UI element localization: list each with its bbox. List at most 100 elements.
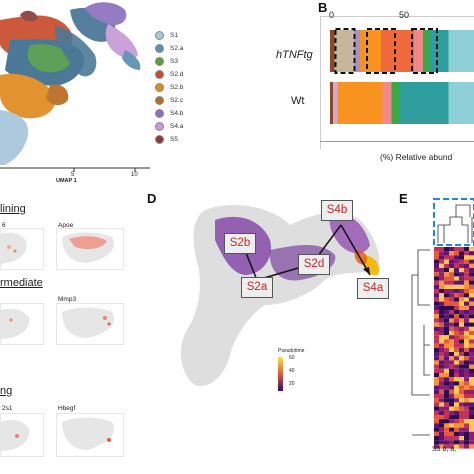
- heatmap-cell: [469, 402, 474, 407]
- heatmap-cell: [434, 410, 439, 415]
- heatmap-cell: [469, 368, 474, 373]
- heatmap-cell: [469, 356, 474, 361]
- bar-segment: [360, 30, 381, 72]
- heatmap-cell: [449, 331, 454, 336]
- heatmap-cell: [444, 352, 449, 357]
- heatmap-cell: [459, 259, 464, 264]
- heatmap-cell: [449, 398, 454, 403]
- trajectory-node-s4b: S4b: [321, 200, 353, 221]
- heatmap-cell: [459, 415, 464, 420]
- heatmap-cell: [469, 373, 474, 378]
- heatmap-cell: [434, 289, 439, 294]
- heatmap-cell: [454, 259, 459, 264]
- heatmap-cell: [444, 360, 449, 365]
- heatmap-cell: [434, 326, 439, 331]
- trajectory-node-s4a: S4a: [357, 278, 389, 299]
- legend-item: S3: [155, 56, 178, 66]
- heatmap-cell: [459, 251, 464, 256]
- heatmap-cell: [439, 289, 444, 294]
- heatmap-cell: [454, 410, 459, 415]
- heatmap-cell: [444, 272, 449, 277]
- heatmap-cell: [444, 385, 449, 390]
- heatmap-cell: [449, 284, 454, 289]
- panel-e-letter: E: [399, 191, 408, 206]
- heatmap-cell: [434, 251, 439, 256]
- heatmap-cell: [454, 431, 459, 436]
- heatmap-cell: [449, 381, 454, 386]
- legend-dot: [155, 69, 164, 79]
- gene-label: 6: [2, 222, 6, 229]
- heatmap-cell: [464, 436, 469, 441]
- heatmap-cell: [464, 398, 469, 403]
- legend-dot: [155, 43, 164, 53]
- heatmap-cell: [469, 259, 474, 264]
- heatmap-cell: [439, 402, 444, 407]
- heatmap-cell: [459, 339, 464, 344]
- heatmap-footer-text: S3 b, a,: [432, 446, 457, 453]
- heatmap-cell: [459, 255, 464, 260]
- heatmap-cell: [434, 415, 439, 420]
- heatmap-cell: [434, 276, 439, 281]
- heatmap-cell: [434, 310, 439, 315]
- heatmap-cell: [459, 310, 464, 315]
- heatmap-cell: [469, 251, 474, 256]
- heatmap-cell: [469, 343, 474, 348]
- heatmap-cell: [434, 360, 439, 365]
- heatmap-cell: [469, 314, 474, 319]
- heatmap-cell: [439, 406, 444, 411]
- heatmap-cell: [459, 293, 464, 298]
- heatmap-cell: [469, 297, 474, 302]
- heatmap-cell: [434, 419, 439, 424]
- heatmap-cell: [439, 410, 444, 415]
- heatmap-cell: [464, 326, 469, 331]
- heatmap-cell: [449, 436, 454, 441]
- heatmap-cell: [464, 394, 469, 399]
- heatmap-cell: [454, 373, 459, 378]
- heatmap-cell: [459, 289, 464, 294]
- bar-segment: [429, 30, 449, 72]
- heatmap-cell: [459, 301, 464, 306]
- highlight-box: [334, 28, 356, 74]
- heatmap-cell: [464, 402, 469, 407]
- heatmap-cell: [449, 289, 454, 294]
- heatmap-cell: [454, 293, 459, 298]
- heatmap-cell: [469, 360, 474, 365]
- heatmap-cell: [464, 263, 469, 268]
- heatmap-cell: [449, 318, 454, 323]
- heatmap-cell: [439, 415, 444, 420]
- heatmap-cell: [464, 301, 469, 306]
- heatmap-cell: [454, 343, 459, 348]
- feature-plot: [0, 228, 44, 270]
- heatmap-cell: [434, 356, 439, 361]
- heatmap-cell: [469, 398, 474, 403]
- heatmap-cell: [454, 436, 459, 441]
- heatmap-cell: [454, 339, 459, 344]
- heatmap-cell: [464, 268, 469, 273]
- heatmap-cell: [459, 247, 464, 252]
- heatmap-cell: [454, 310, 459, 315]
- heatmap-cell: [454, 389, 459, 394]
- heatmap-cell: [449, 301, 454, 306]
- heatmap-cell: [444, 284, 449, 289]
- heatmap-cell: [434, 389, 439, 394]
- heatmap-cell: [434, 335, 439, 340]
- heatmap-cell: [434, 431, 439, 436]
- heatmap-cell: [454, 398, 459, 403]
- heatmap-cell: [434, 305, 439, 310]
- heatmap-cell: [439, 356, 444, 361]
- dendrogram-left: [411, 249, 430, 436]
- heatmap-cell: [444, 251, 449, 256]
- heatmap-cell: [454, 272, 459, 277]
- heatmap-cell: [449, 280, 454, 285]
- heatmap: [411, 198, 474, 449]
- heatmap-cell: [469, 440, 474, 445]
- heatmap-cell: [434, 352, 439, 357]
- heatmap-cell: [454, 284, 459, 289]
- heatmap-cell: [439, 284, 444, 289]
- heatmap-cell: [469, 410, 474, 415]
- heatmap-cell: [434, 394, 439, 399]
- heatmap-cell: [469, 385, 474, 390]
- heatmap-cell: [444, 280, 449, 285]
- heatmap-cell: [464, 427, 469, 432]
- heatmap-cell: [449, 389, 454, 394]
